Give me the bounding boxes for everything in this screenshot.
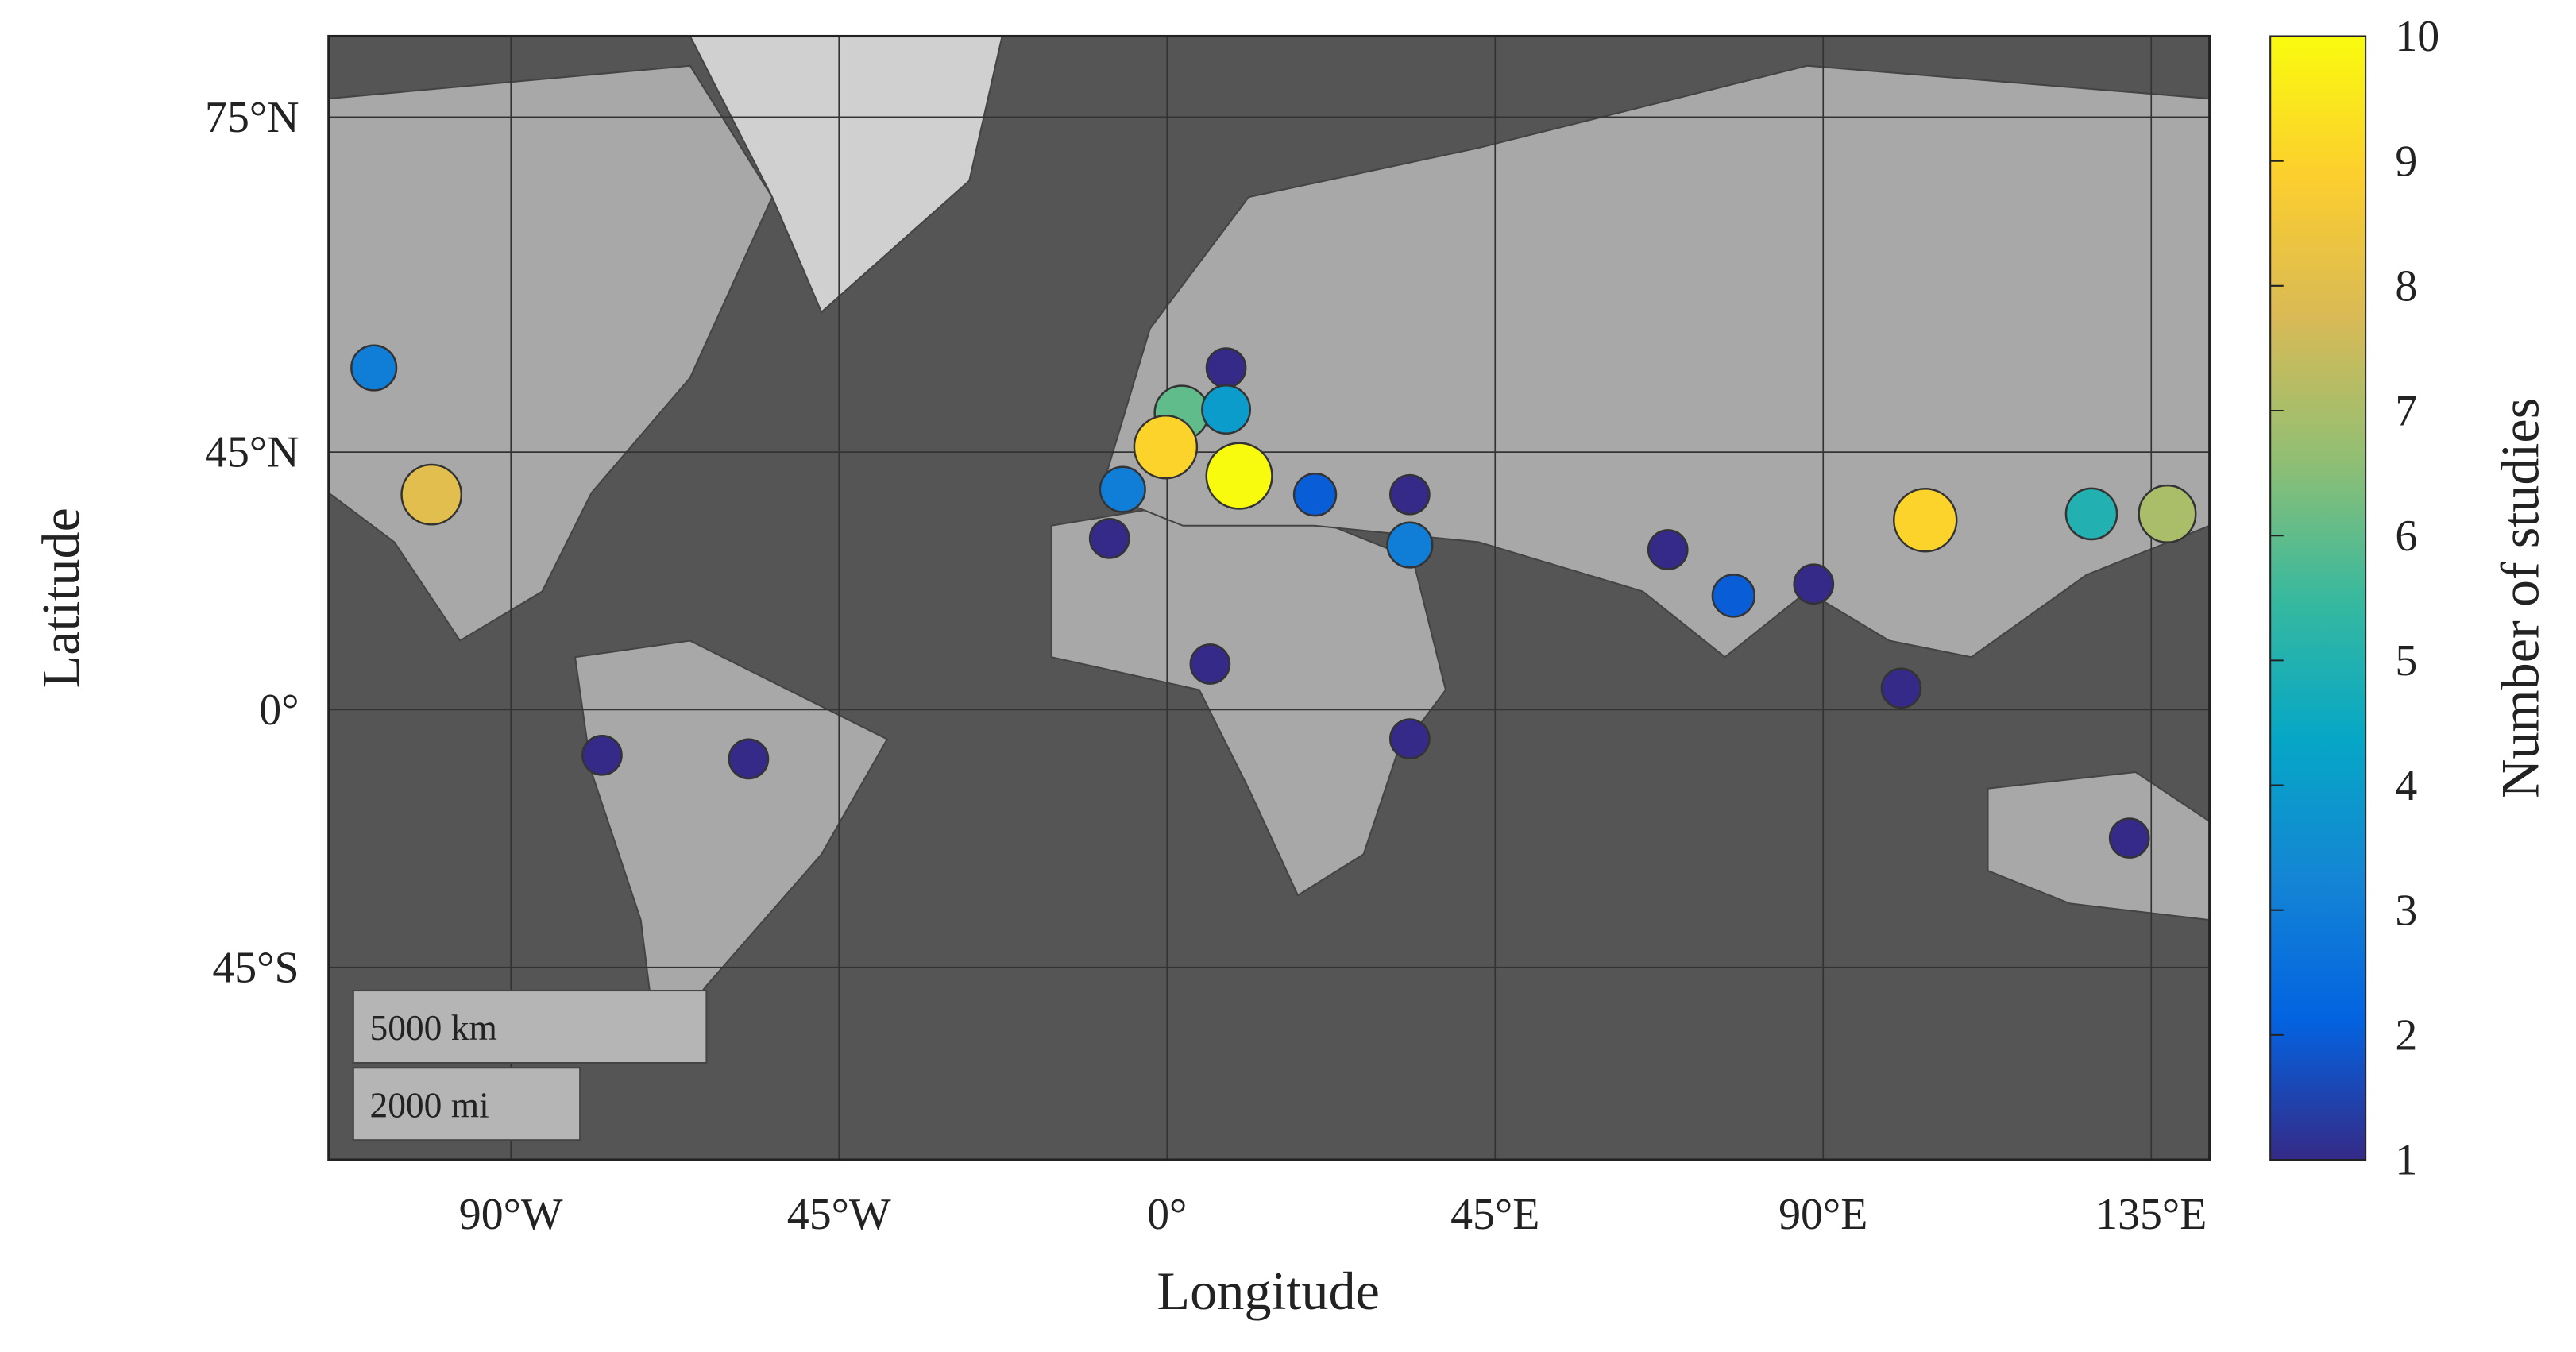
y-tick-label: 75°N	[205, 93, 299, 142]
colorbar-tick-label: 6	[2395, 512, 2417, 561]
colorbar-tick-label: 3	[2395, 886, 2417, 935]
study-site	[581, 734, 623, 776]
study-site	[1189, 643, 1231, 685]
study-site	[2064, 487, 2118, 541]
x-tick-label: 135°E	[2095, 1190, 2207, 1239]
colorbar-tick-label: 7	[2395, 387, 2417, 436]
colorbar-label: Number of studies	[2489, 398, 2550, 798]
study-site	[350, 344, 398, 392]
colorbar-tick-label: 9	[2395, 137, 2417, 186]
y-tick-label: 45°S	[212, 943, 299, 992]
study-site	[1880, 667, 1922, 709]
study-site	[1099, 465, 1146, 513]
x-tick-label: 45°E	[1450, 1190, 1539, 1239]
study-site	[1201, 384, 1252, 435]
colorbar-tick-label: 2	[2395, 1010, 2417, 1060]
study-site	[400, 463, 463, 526]
study-site	[1793, 563, 1835, 605]
scale-bar-km	[352, 989, 708, 1064]
study-site	[1292, 472, 1338, 517]
study-site	[1892, 488, 1958, 553]
scale-mi: 2000 mi	[369, 1084, 489, 1125]
colorbar-tick-label: 1	[2395, 1136, 2417, 1185]
study-site	[1389, 718, 1431, 759]
colorbar	[2269, 35, 2367, 1161]
colorbar-tick-label: 4	[2395, 761, 2417, 810]
x-tick-label: 0°	[1147, 1190, 1187, 1239]
study-site	[1205, 442, 1273, 510]
scale-km: 5000 km	[369, 1007, 496, 1048]
study-site	[1711, 574, 1756, 618]
study-site	[2108, 817, 2150, 859]
study-site	[1205, 347, 1247, 388]
x-tick-label: 90°W	[459, 1190, 563, 1239]
points	[350, 344, 2197, 859]
colorbar-tick-label: 10	[2395, 12, 2439, 61]
study-site	[1133, 414, 1199, 480]
study-site	[1386, 521, 1434, 569]
study-site	[1647, 529, 1689, 570]
y-tick-label: 0°	[259, 686, 299, 735]
x-tick-label: 45°W	[787, 1190, 891, 1239]
study-site	[1389, 473, 1431, 516]
scale-bar-mi	[352, 1067, 581, 1141]
colorbar-tick-label: 8	[2395, 261, 2417, 311]
colorbar-tick-label: 5	[2395, 636, 2417, 686]
x-axis-label: Longitude	[1157, 1261, 1379, 1321]
map-frame	[327, 34, 2211, 1161]
study-site	[1088, 517, 1130, 559]
x-tick-label: 90°E	[1778, 1190, 1867, 1239]
study-site	[728, 738, 770, 780]
y-axis-label: Latitude	[30, 508, 91, 688]
study-site	[2138, 484, 2197, 543]
y-tick-label: 45°N	[205, 428, 299, 477]
